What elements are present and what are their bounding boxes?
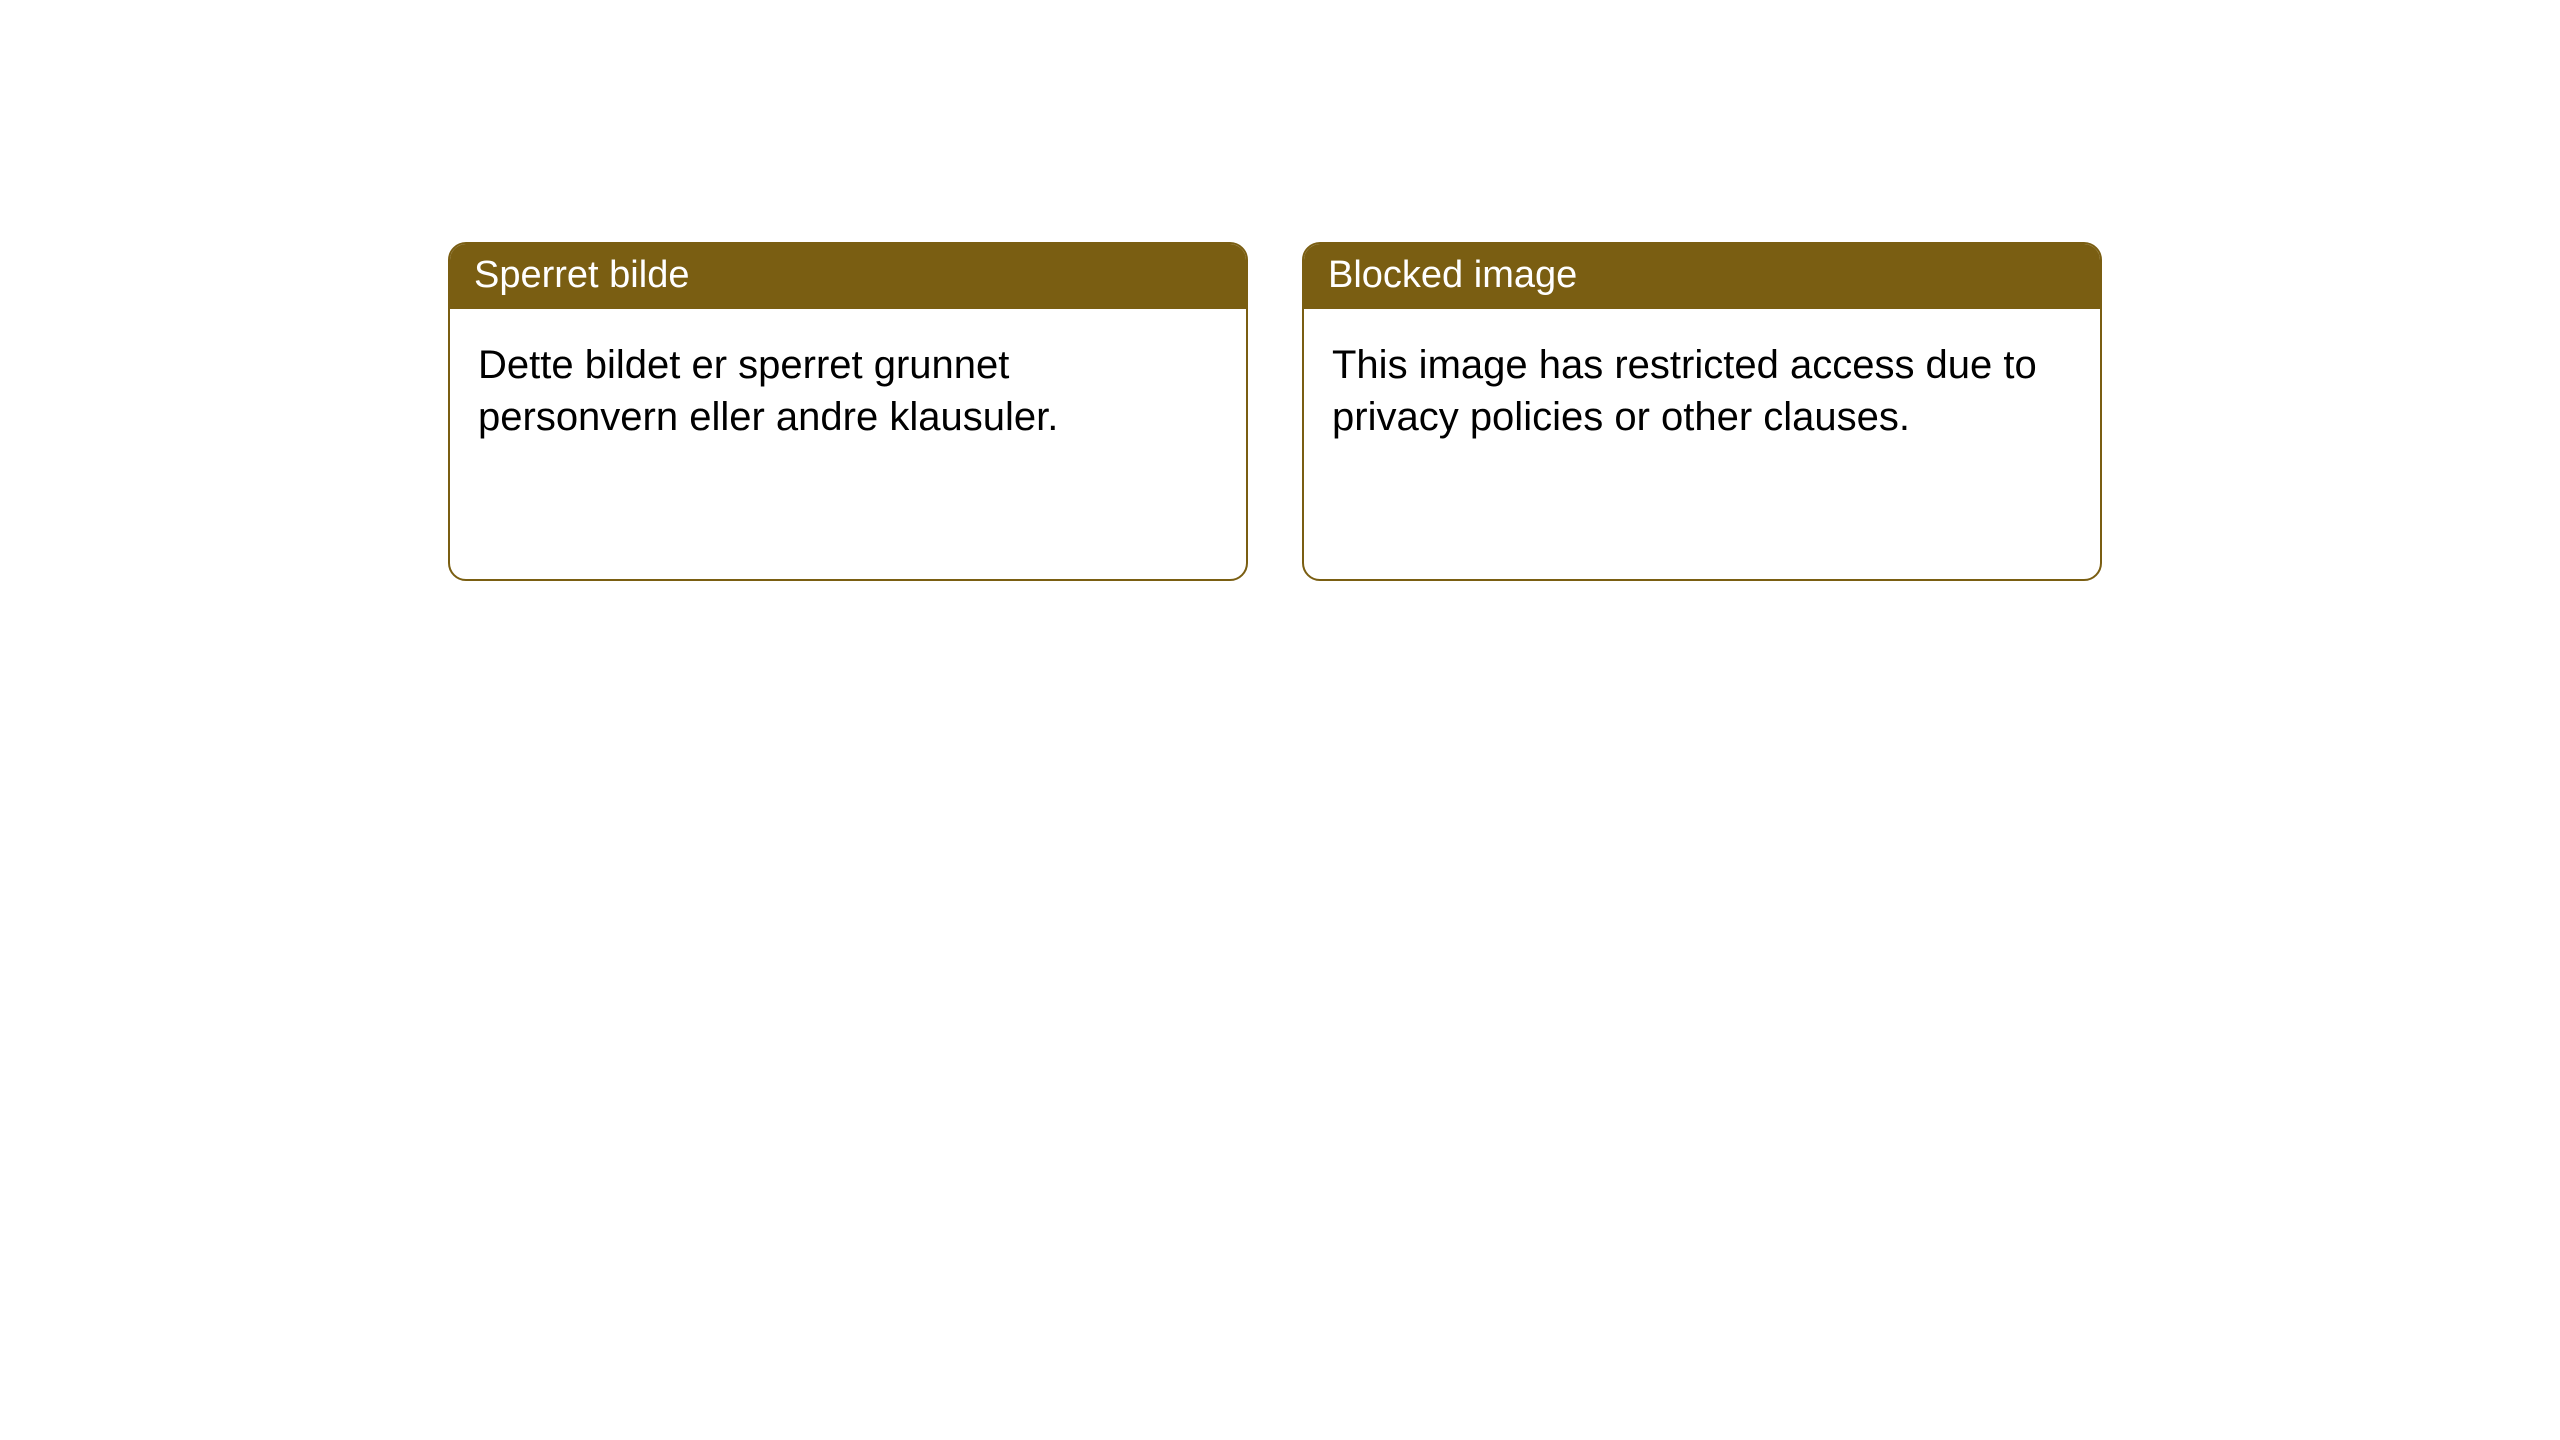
card-header-no: Sperret bilde: [450, 244, 1246, 309]
card-body-en: This image has restricted access due to …: [1304, 309, 2100, 579]
blocked-image-card-en: Blocked image This image has restricted …: [1302, 242, 2102, 581]
card-body-no: Dette bildet er sperret grunnet personve…: [450, 309, 1246, 579]
card-header-en: Blocked image: [1304, 244, 2100, 309]
card-container: Sperret bilde Dette bildet er sperret gr…: [448, 242, 2102, 581]
blocked-image-card-no: Sperret bilde Dette bildet er sperret gr…: [448, 242, 1248, 581]
